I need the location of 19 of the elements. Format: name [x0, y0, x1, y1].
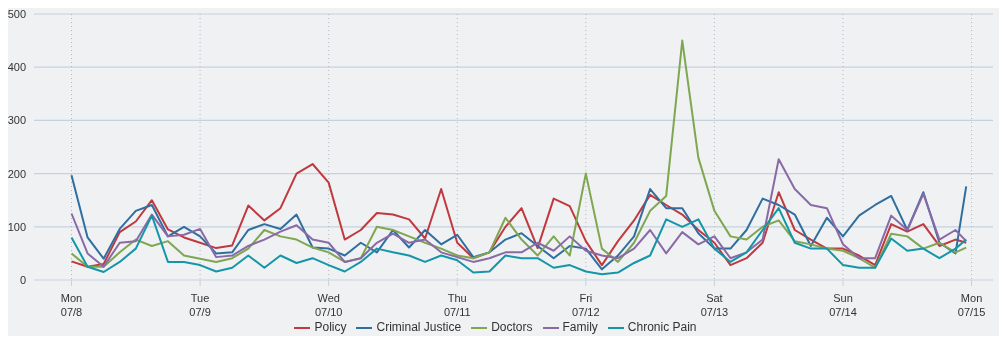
x-tick-label: Sat 07/13: [700, 291, 729, 318]
y-tick-label: 100: [7, 220, 26, 233]
y-tick-label: 200: [7, 167, 26, 180]
x-tick-label: Mon 07/8: [60, 291, 83, 318]
y-tick-label: 400: [7, 61, 26, 74]
x-tick-label: Thu 07/11: [443, 291, 471, 318]
x-tick-label: Tue 07/9: [189, 291, 211, 318]
x-tick-label: Wed 07/10: [314, 291, 343, 318]
y-tick-label: 500: [7, 7, 26, 20]
legend-label: Criminal Justice: [376, 320, 462, 335]
legend-label: Doctors: [491, 320, 533, 335]
legend-label: Family: [562, 320, 598, 335]
x-tick-label: Sun 07/14: [829, 291, 857, 318]
legend-label: Policy: [314, 320, 347, 335]
x-tick-label: Mon 07/15: [957, 291, 986, 318]
y-tick-label: 0: [19, 273, 26, 286]
legend-label: Chronic Pain: [627, 320, 697, 335]
x-tick-label: Fri 07/12: [572, 291, 600, 318]
y-tick-label: 300: [7, 114, 26, 127]
